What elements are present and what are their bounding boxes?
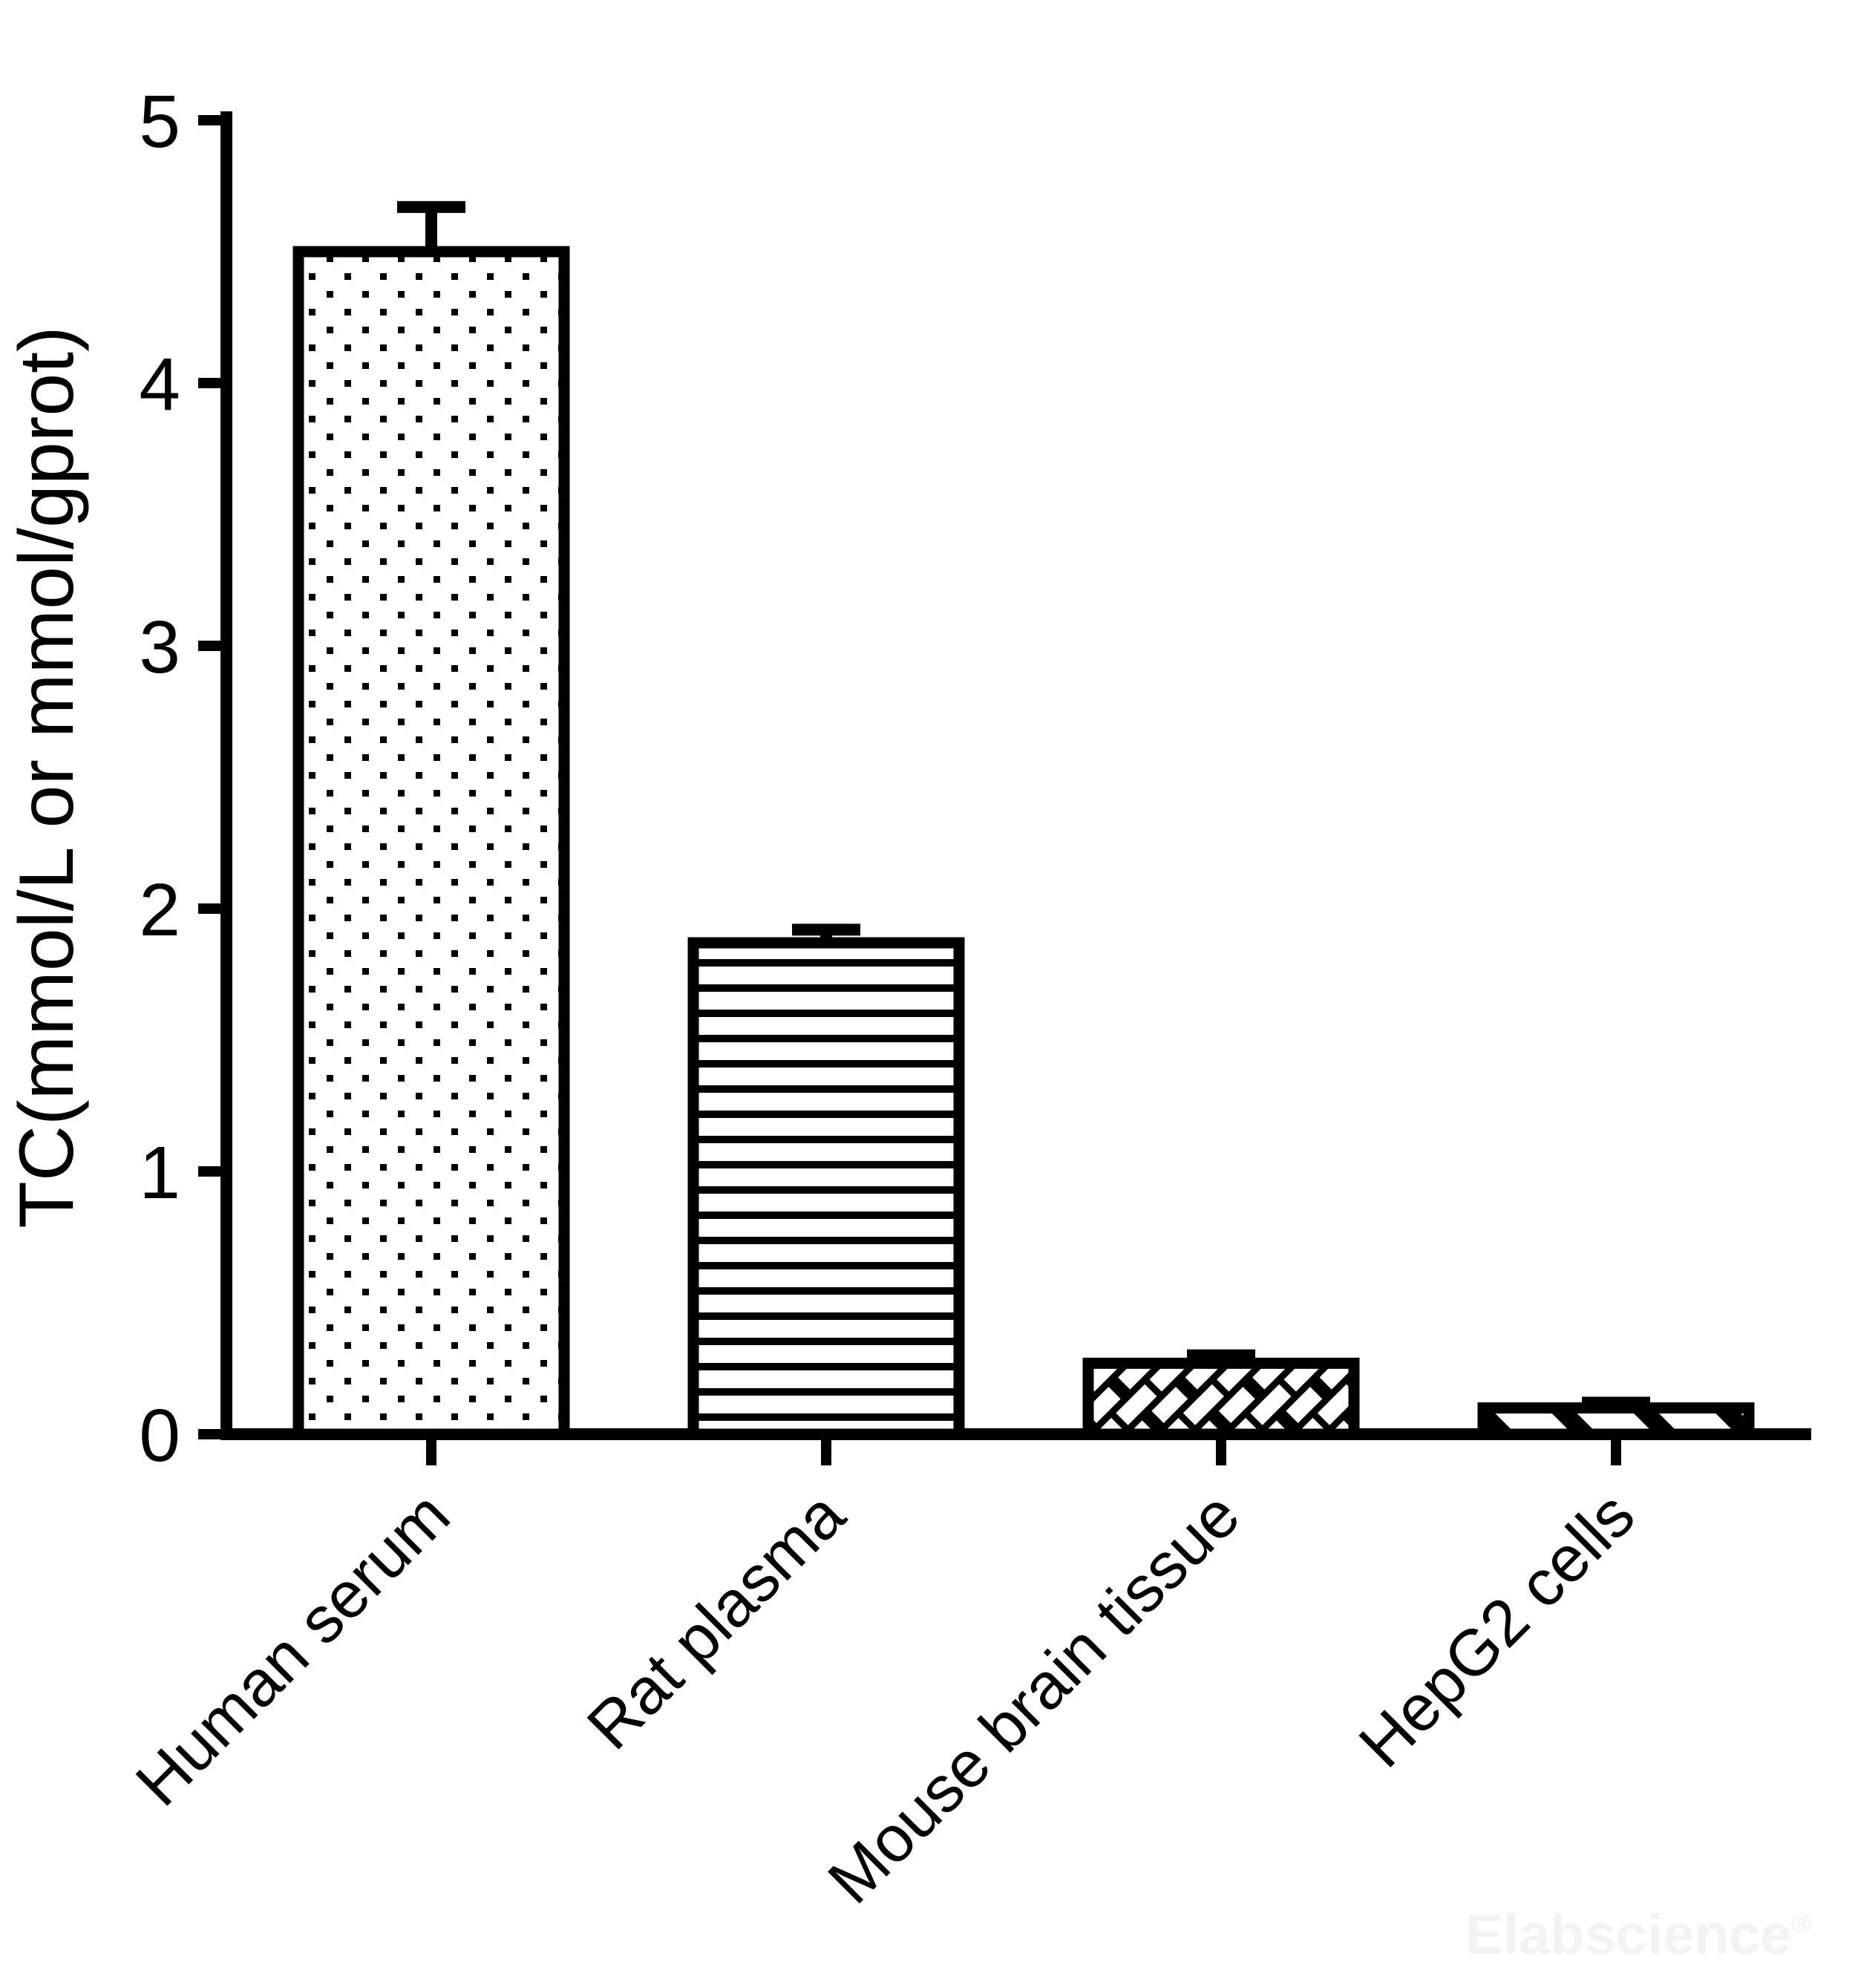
x-label-hepg2-cells: HepG2 cells bbox=[1344, 1477, 1648, 1781]
y-tick-label-0: 0 bbox=[139, 1394, 180, 1477]
watermark-elabscience: Elabscience® bbox=[1465, 1903, 1811, 1966]
y-tick-label-2: 2 bbox=[139, 869, 180, 952]
bar-rat-plasma bbox=[687, 937, 965, 1440]
y-tick-label-4: 4 bbox=[139, 343, 180, 426]
y-tick-label-1: 1 bbox=[139, 1131, 180, 1214]
y-tick-label-3: 3 bbox=[139, 606, 180, 689]
y-axis-title: TC(mmol/L or mmol/gprot) bbox=[4, 326, 90, 1228]
x-label-rat-plasma: Rat plasma bbox=[573, 1477, 859, 1763]
bar-series: Human serum Rat plasma Mouse brain tissu… bbox=[122, 200, 1755, 1917]
y-tick-label-5: 5 bbox=[139, 80, 180, 163]
x-label-human-serum: Human serum bbox=[122, 1477, 464, 1819]
bar-mouse-brain-tissue bbox=[1082, 1357, 1360, 1440]
y-axis-ticks: 0 1 2 3 4 5 bbox=[139, 80, 220, 1477]
bar-hepg2-cells bbox=[1477, 1402, 1755, 1440]
x-label-mouse-brain-tissue: Mouse brain tissue bbox=[814, 1477, 1253, 1917]
bar-human-serum bbox=[292, 246, 570, 1440]
